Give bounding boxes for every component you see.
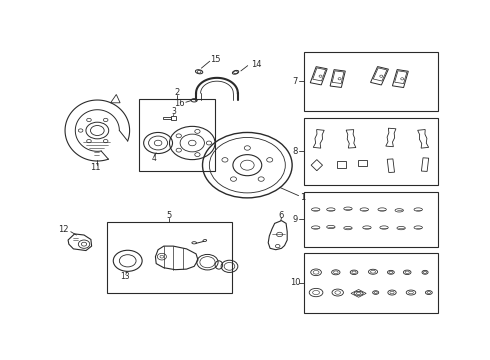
- Text: 8: 8: [293, 147, 298, 156]
- Text: 14: 14: [251, 60, 262, 69]
- Bar: [303, 118, 439, 185]
- Text: 10: 10: [290, 278, 300, 287]
- Bar: [303, 192, 439, 247]
- Bar: [303, 51, 439, 111]
- Text: 4: 4: [152, 154, 157, 163]
- Text: 2: 2: [174, 88, 180, 97]
- Text: 3: 3: [172, 107, 176, 116]
- Text: 11: 11: [90, 163, 100, 172]
- Text: 16: 16: [173, 99, 184, 108]
- Text: 6: 6: [279, 211, 284, 220]
- Text: 13: 13: [120, 273, 129, 282]
- Bar: [139, 99, 215, 171]
- Text: 7: 7: [293, 77, 298, 86]
- Text: 9: 9: [293, 215, 298, 224]
- Text: 5: 5: [167, 211, 172, 220]
- Text: 12: 12: [58, 225, 69, 234]
- Bar: [303, 253, 439, 312]
- Text: 1: 1: [300, 193, 305, 202]
- Bar: [107, 222, 232, 293]
- Text: 15: 15: [210, 54, 221, 63]
